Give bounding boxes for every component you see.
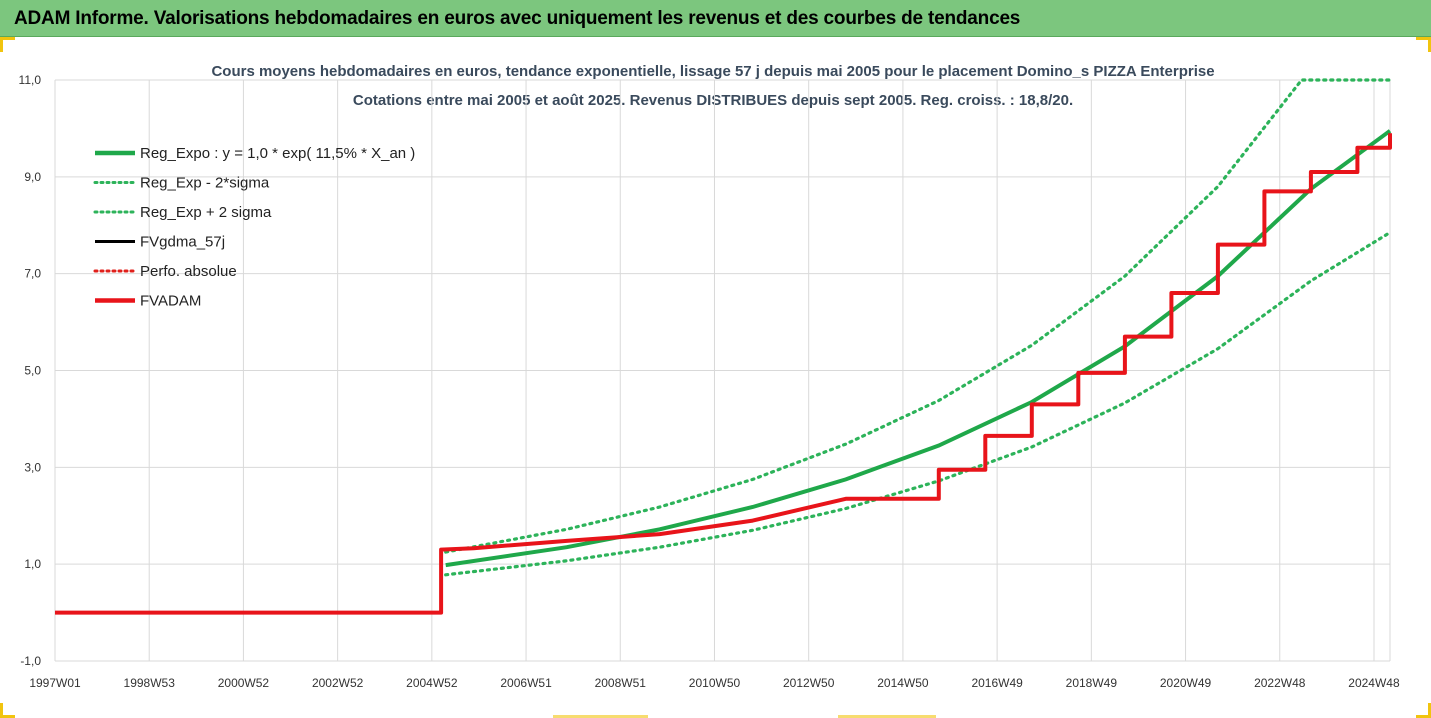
legend-label: Reg_Expo : y = 1,0 * exp( 11,5% * X_an ) bbox=[140, 145, 415, 162]
x-tick-label: 2022W48 bbox=[1254, 676, 1306, 690]
x-tick-label: 2024W48 bbox=[1348, 676, 1400, 690]
y-tick-label: 3,0 bbox=[24, 460, 41, 474]
legend: Reg_Expo : y = 1,0 * exp( 11,5% * X_an )… bbox=[93, 145, 415, 310]
frame-corner-top-left bbox=[0, 37, 15, 52]
frame-corner-bottom-right bbox=[1416, 703, 1431, 718]
grid bbox=[54, 79, 1391, 662]
x-tick-label: 2012W50 bbox=[783, 676, 835, 690]
x-axis: 1997W01 1998W53 2000W52 2002W52 2004W52 2006W… bbox=[29, 676, 1400, 690]
frame-corner-bottom-left bbox=[0, 703, 15, 718]
y-tick-label: 11,0 bbox=[19, 73, 42, 87]
chart-subtitle: Cotations entre mai 2005 et août 2025. R… bbox=[353, 92, 1073, 109]
legend-label: Reg_Exp + 2 sigma bbox=[140, 204, 272, 221]
x-tick-label: 1998W53 bbox=[124, 676, 176, 690]
series-reg-exp-plus-2-sigma bbox=[444, 78, 1392, 554]
y-tick-label: 9,0 bbox=[24, 170, 41, 184]
x-tick-label: 2018W49 bbox=[1066, 676, 1118, 690]
y-tick-label: 7,0 bbox=[24, 267, 41, 281]
report-header: ADAM Informe. Valorisations hebdomadaire… bbox=[0, 0, 1431, 37]
legend-label: FVADAM bbox=[140, 293, 201, 310]
y-tick-label: 1,0 bbox=[24, 557, 41, 571]
x-tick-label: 2000W52 bbox=[218, 676, 270, 690]
x-tick-label: 2008W51 bbox=[595, 676, 647, 690]
x-tick-label: 2006W51 bbox=[500, 676, 552, 690]
y-axis: -1,0 1,0 3,0 5,0 7,0 9,0 11,0 bbox=[19, 73, 42, 668]
x-tick-label: 2014W50 bbox=[877, 676, 929, 690]
series-fvadam bbox=[55, 133, 1392, 615]
y-tick-label: -1,0 bbox=[20, 654, 41, 668]
x-tick-label: 2016W49 bbox=[971, 676, 1023, 690]
x-tick-label: 2002W52 bbox=[312, 676, 364, 690]
report-title: ADAM Informe. Valorisations hebdomadaire… bbox=[14, 8, 1021, 29]
frame-mark-bottom bbox=[838, 715, 936, 718]
legend-label: Perfo. absolue bbox=[140, 263, 237, 280]
series-reg-exp-minus-2-sigma bbox=[444, 230, 1392, 577]
chart: Cours moyens hebdomadaires en euros, ten… bbox=[19, 63, 1400, 690]
x-tick-label: 2004W52 bbox=[406, 676, 458, 690]
legend-label: FVgdma_57j bbox=[140, 234, 225, 251]
plot-area bbox=[55, 78, 1392, 615]
legend-label: Reg_Exp - 2*sigma bbox=[140, 175, 270, 192]
frame-mark-bottom bbox=[553, 715, 648, 718]
x-tick-label: 2010W50 bbox=[689, 676, 741, 690]
frame-corner-top-right bbox=[1416, 37, 1431, 52]
chart-title: Cours moyens hebdomadaires en euros, ten… bbox=[211, 63, 1214, 80]
y-tick-label: 5,0 bbox=[24, 364, 41, 378]
x-tick-label: 1997W01 bbox=[29, 676, 81, 690]
x-tick-label: 2020W49 bbox=[1160, 676, 1212, 690]
